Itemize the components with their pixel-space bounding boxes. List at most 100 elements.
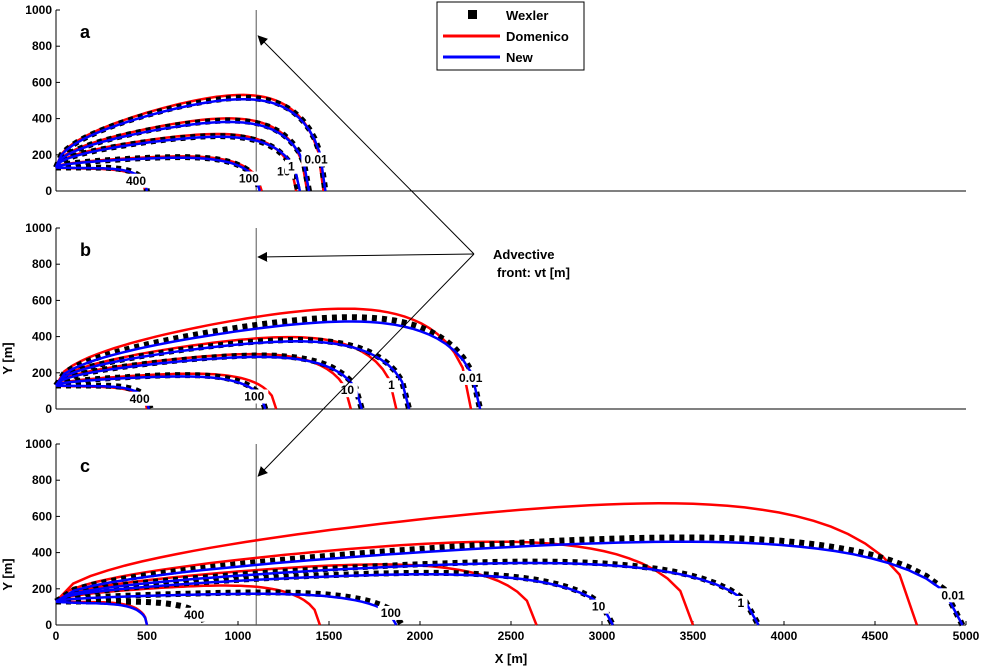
contour-label: 100 [239,171,259,185]
x-axis-label: X [m] [495,651,528,666]
contour-label-bg [456,370,491,385]
new-contour-400 [55,166,149,192]
contour-label: 1 [738,596,745,610]
x-tick-label: 500 [137,629,157,643]
domenico-contour-1 [55,335,398,410]
y-tick-label: 200 [32,148,52,162]
legend-label: Wexler [506,8,548,23]
panel-label: a [80,22,91,42]
annotation-arrow [257,251,475,262]
legend-label: New [506,50,534,65]
y-tick-label: 400 [32,112,52,126]
y-tick-label: 800 [32,39,52,53]
contour-label-bg [385,378,399,393]
contour-label: 400 [184,608,204,622]
new-contour-1 [55,561,760,626]
y-tick-label: 0 [45,402,52,416]
new-contour-0.01 [54,320,482,410]
contour-label: 0.01 [941,588,965,602]
new-contour-0.01 [55,540,964,626]
panel-b: 0 200 400 600 800 1000 Y [m] b 400 100 10 1 0.01 [0,221,966,416]
contour-label-bg [235,171,263,186]
new-contour-10 [55,355,363,410]
annotation-arrow [257,253,475,477]
y-tick-label: 200 [32,582,52,596]
new-contour-0.01 [54,97,327,192]
contour-label: 100 [381,606,401,620]
panel-c: 0 200 400 600 800 1000 0 500 1000 1500 2000 2500 300… [0,437,980,666]
y-tick-label: 600 [32,75,52,89]
contour-label: 400 [126,174,146,188]
x-tick-label: 0 [53,629,60,643]
y-axis-label: Y [m] [0,558,15,590]
contour-label-bg [123,173,150,188]
contour-label: 400 [130,392,150,406]
new-contour-10 [55,135,302,192]
x-tick-label: 3500 [680,629,707,643]
x-tick-label: 5000 [953,629,980,643]
new-contour-10 [55,573,614,626]
x-tick-label: 1500 [316,629,343,643]
y-tick-label: 800 [32,473,52,487]
new-contour-100 [55,592,398,626]
contour-label-bg [337,383,358,398]
domenico-contour-0.01 [55,502,919,626]
wexler-contour-1 [54,558,762,627]
x-tick-label: 2000 [407,629,434,643]
y-tick-label: 800 [32,257,52,271]
y-tick-label: 1000 [25,221,52,235]
annotation-line2: front: vt [m] [497,265,570,280]
domenico-contour-1 [55,540,695,626]
contour-label: 10 [341,383,355,397]
y-tick-label: 1000 [25,437,52,451]
contour-label-bg [301,152,336,167]
new-contour-400 [55,384,151,410]
panel-label: c [80,456,90,476]
contour-label-bg [241,389,269,404]
x-tick-label: 4000 [771,629,798,643]
legend-marker-wexler [468,10,477,19]
contour-label: 100 [244,389,264,403]
x-tick-label: 1000 [225,629,252,643]
legend-label: Domenico [506,29,569,44]
contour-label-bg [377,605,405,620]
x-tick-label: 2500 [498,629,525,643]
contour-label-bg [588,599,609,614]
contour-label: 1 [388,378,395,392]
wexler-contour-0.01 [54,534,966,627]
contour-label-bg [181,607,209,622]
contour-label-bg [938,588,973,603]
domenico-contour-0.01 [54,307,473,410]
y-tick-label: 0 [45,618,52,632]
y-tick-label: 400 [32,546,52,560]
new-contour-100 [55,156,261,192]
y-tick-label: 200 [32,366,52,380]
contour-label-bg [126,391,154,406]
contour-label: 10 [592,600,606,614]
x-tick-label: 3000 [589,629,616,643]
x-tick-label: 4500 [862,629,889,643]
y-tick-label: 600 [32,509,52,523]
new-contour-400 [55,600,149,626]
wexler-contour-0.01 [53,314,484,410]
new-contour-100 [55,375,267,410]
y-tick-label: 1000 [25,3,52,17]
contour-label: 0.01 [459,371,483,385]
contour-label: 0.01 [304,152,328,166]
annotation-arrow [257,35,475,255]
contour-label-bg [284,159,298,174]
new-contour-1 [54,120,311,192]
annotation-line1: Advective [493,247,554,262]
y-tick-label: 600 [32,293,52,307]
new-contour-1 [55,340,411,410]
y-axis-label: Y [m] [0,342,15,374]
domenico-contour-400 [55,600,149,626]
wexler-contour-400 [56,598,209,627]
y-tick-label: 400 [32,330,52,344]
contour-label-bg [734,595,748,610]
panel-label: b [80,240,91,260]
y-tick-label: 0 [45,184,52,198]
contour-label: 1 [288,160,295,174]
